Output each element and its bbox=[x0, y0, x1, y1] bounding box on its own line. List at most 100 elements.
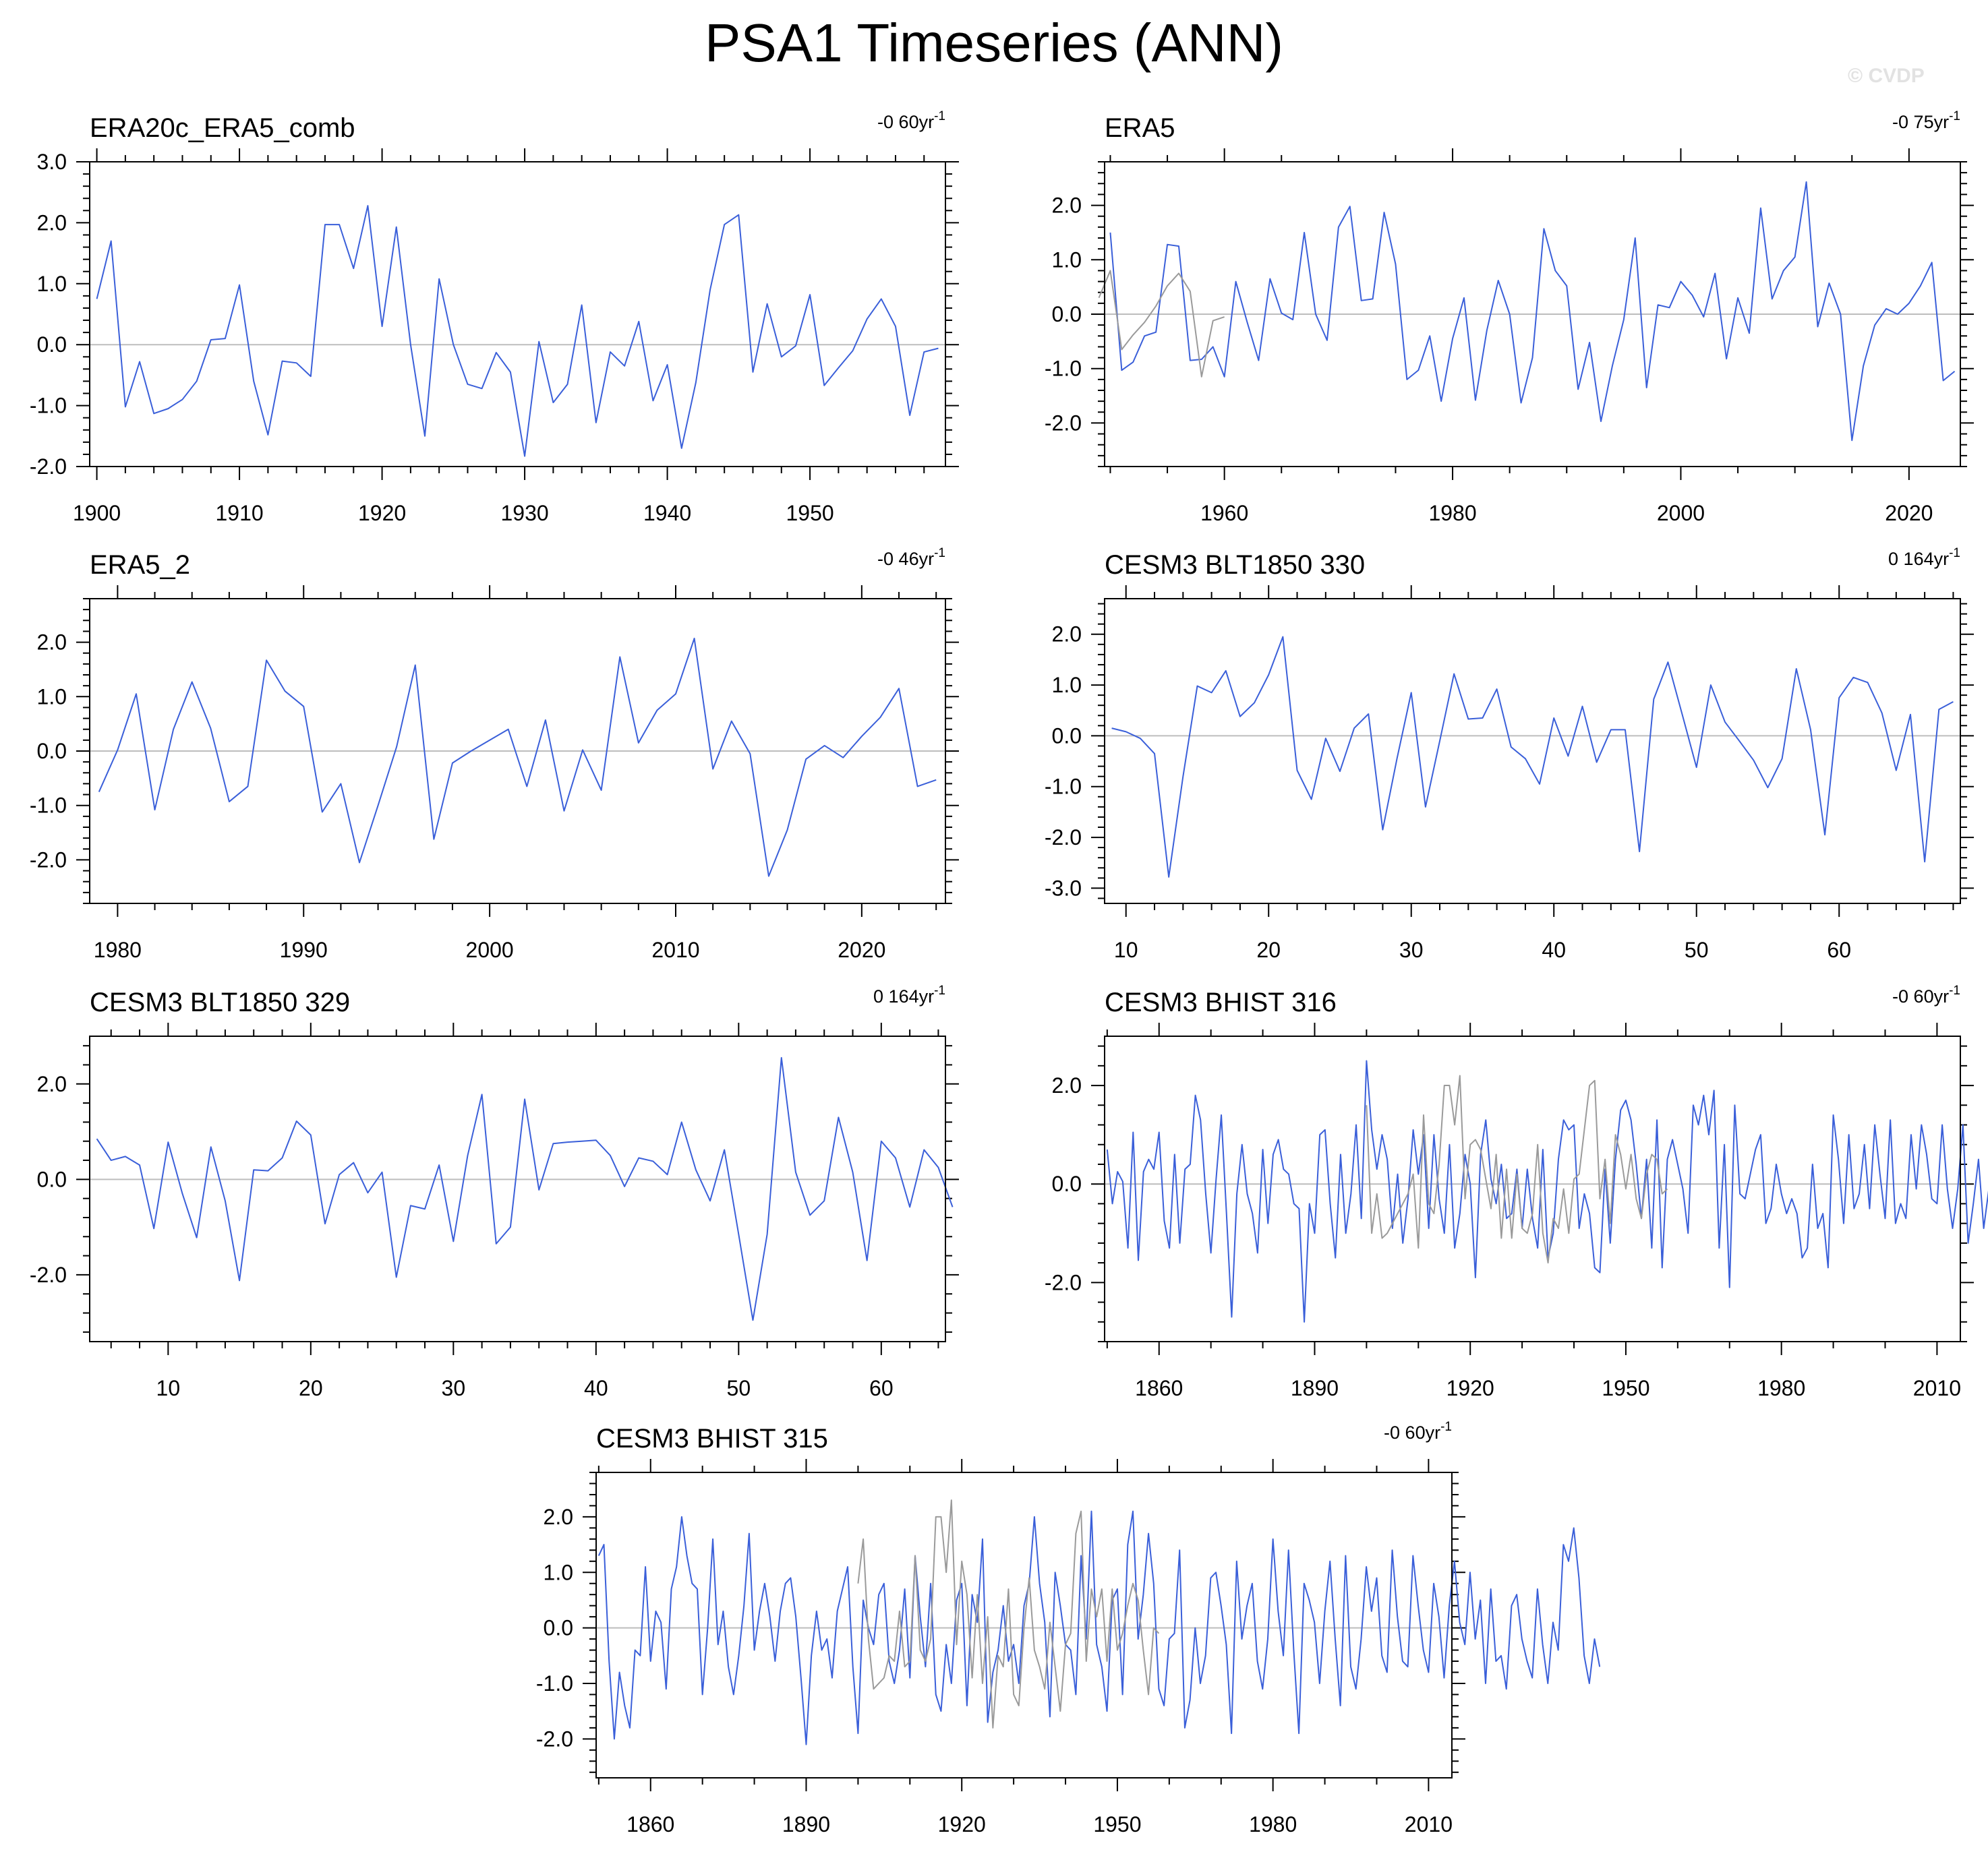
panel-2: -2.0 -1.0 0.0 1.0 2.0 1960 1980 2000 2020 ERA5 -0 … bbox=[1045, 109, 1974, 525]
panel-title: CESM3 BLT1850 330 bbox=[1105, 550, 1365, 580]
x-tick-label: 60 bbox=[869, 1376, 894, 1400]
y-tick-label: 2.0 bbox=[37, 210, 67, 235]
x-tick-label: 20 bbox=[1256, 938, 1281, 962]
trend-exponent: -1 bbox=[934, 546, 945, 560]
trend-label: -0 46yr-1 bbox=[877, 546, 945, 569]
y-tick-label: -2.0 bbox=[1045, 825, 1082, 849]
y-tick-label: 0.0 bbox=[37, 1167, 67, 1191]
trend-value: 0 164yr bbox=[873, 986, 934, 1007]
x-tick-label: 1860 bbox=[1135, 1376, 1183, 1400]
trend-value: -0 46yr bbox=[877, 549, 934, 569]
series-line-main bbox=[597, 1510, 1601, 1745]
y-tick-label: -2.0 bbox=[1045, 1270, 1082, 1294]
y-tick-label: 1.0 bbox=[1052, 247, 1082, 272]
x-tick-label: 1890 bbox=[1291, 1376, 1339, 1400]
series-line-main bbox=[98, 637, 937, 877]
y-tick-label: 1.0 bbox=[37, 272, 67, 296]
x-tick-label: 40 bbox=[584, 1376, 608, 1400]
trend-exponent: -1 bbox=[934, 984, 945, 998]
x-tick-label: 1860 bbox=[626, 1812, 674, 1836]
y-tick-label: -1.0 bbox=[536, 1671, 573, 1696]
x-tick-label: 1950 bbox=[1093, 1812, 1141, 1836]
trend-label: 0 164yr-1 bbox=[1888, 546, 1960, 569]
x-tick-label: 1990 bbox=[280, 938, 328, 962]
y-tick-label: 2.0 bbox=[1052, 622, 1082, 647]
x-tick-label: 1950 bbox=[1602, 1376, 1649, 1400]
x-tick-label: 1920 bbox=[358, 501, 406, 525]
trend-exponent: -1 bbox=[1440, 1420, 1452, 1434]
y-tick-label: 2.0 bbox=[37, 630, 67, 655]
x-tick-label: 2000 bbox=[1657, 501, 1705, 525]
plot-frame bbox=[89, 161, 946, 467]
trend-value: 0 164yr bbox=[1888, 549, 1949, 569]
x-tick-label: 1980 bbox=[1428, 501, 1476, 525]
x-tick-label: 2010 bbox=[651, 938, 699, 962]
series-line-main bbox=[96, 1056, 954, 1321]
trend-label: -0 60yr-1 bbox=[877, 109, 945, 132]
plot-frame bbox=[595, 1472, 1453, 1778]
y-tick-label: 1.0 bbox=[544, 1560, 573, 1584]
y-tick-label: 2.0 bbox=[37, 1072, 67, 1096]
trend-label: 0 164yr-1 bbox=[873, 984, 945, 1007]
x-tick-label: 1980 bbox=[1249, 1812, 1297, 1836]
trend-value: -0 60yr bbox=[1892, 986, 1949, 1007]
y-tick-label: -2.0 bbox=[30, 847, 67, 872]
y-tick-label: 2.0 bbox=[1052, 193, 1082, 218]
y-tick-label: -1.0 bbox=[1045, 357, 1082, 381]
x-tick-label: 10 bbox=[1114, 938, 1138, 962]
x-tick-label: 1890 bbox=[782, 1812, 830, 1836]
x-tick-label: 1930 bbox=[500, 501, 548, 525]
panel-3: -2.0 -1.0 0.0 1.0 2.0 1980 1990 2000 2010 2020 ERA… bbox=[30, 546, 959, 962]
x-tick-label: 2020 bbox=[1885, 501, 1933, 525]
y-tick-label: 0.0 bbox=[37, 332, 67, 357]
panel-7: -2.0 -1.0 0.0 1.0 2.0 1860 1890 1920 1950 1980 201… bbox=[536, 1420, 1601, 1836]
y-tick-label: -2.0 bbox=[30, 1263, 67, 1287]
x-tick-label: 1900 bbox=[73, 501, 121, 525]
trend-label: -0 60yr-1 bbox=[1892, 984, 1960, 1007]
y-tick-label: -2.0 bbox=[536, 1727, 573, 1751]
trend-value: -0 75yr bbox=[1892, 112, 1949, 132]
x-tick-label: 20 bbox=[299, 1376, 323, 1400]
trend-exponent: -1 bbox=[1949, 109, 1960, 123]
x-tick-label: 50 bbox=[727, 1376, 751, 1400]
panel-title: ERA5_2 bbox=[90, 550, 190, 580]
trend-label: -0 60yr-1 bbox=[1384, 1420, 1452, 1443]
x-tick-label: 40 bbox=[1542, 938, 1566, 962]
x-tick-label: 1920 bbox=[938, 1812, 986, 1836]
x-tick-label: 60 bbox=[1827, 938, 1851, 962]
panel-4: -3.0 -2.0 -1.0 0.0 1.0 2.0 10 20 30 40 50 60 CESM3 B… bbox=[1045, 546, 1974, 962]
series-line-main bbox=[1109, 181, 1956, 442]
y-tick-label: 2.0 bbox=[1052, 1073, 1082, 1098]
main-title: PSA1 Timeseries (ANN) bbox=[705, 13, 1283, 73]
trend-label: -0 75yr-1 bbox=[1892, 109, 1960, 132]
panel-title: ERA5 bbox=[1105, 113, 1175, 143]
y-tick-label: 1.0 bbox=[1052, 673, 1082, 697]
x-tick-label: 1980 bbox=[94, 938, 142, 962]
trend-exponent: -1 bbox=[1949, 546, 1960, 560]
trend-exponent: -1 bbox=[934, 109, 945, 123]
plot-frame bbox=[1104, 161, 1961, 467]
panel-1: -2.0 -1.0 0.0 1.0 2.0 3.0 1900 1910 1920 1930 1940… bbox=[30, 109, 959, 525]
y-tick-label: -2.0 bbox=[1045, 411, 1082, 435]
x-tick-label: 1940 bbox=[643, 501, 691, 525]
series-line-secondary bbox=[1098, 270, 1225, 378]
panel-title: CESM3 BHIST 316 bbox=[1105, 988, 1337, 1017]
plot-frame bbox=[89, 598, 946, 904]
y-tick-label: -1.0 bbox=[30, 794, 67, 818]
panel-title: ERA20c_ERA5_comb bbox=[90, 113, 355, 143]
x-tick-label: 2000 bbox=[466, 938, 514, 962]
y-tick-label: 0.0 bbox=[544, 1616, 573, 1640]
x-tick-label: 50 bbox=[1685, 938, 1709, 962]
trend-exponent: -1 bbox=[1949, 984, 1960, 998]
panel-6: -2.0 0.0 2.0 1860 1890 1920 1950 1980 2010 CESM3 … bbox=[1045, 984, 1988, 1400]
x-tick-label: 2010 bbox=[1405, 1812, 1453, 1836]
y-tick-label: -3.0 bbox=[1045, 876, 1082, 900]
x-tick-label: 1980 bbox=[1757, 1376, 1805, 1400]
x-tick-label: 10 bbox=[156, 1376, 181, 1400]
series-line-main bbox=[1106, 1060, 1988, 1323]
y-tick-label: 0.0 bbox=[1052, 1172, 1082, 1196]
plot-frame bbox=[1104, 1036, 1961, 1342]
x-tick-label: 30 bbox=[1399, 938, 1424, 962]
x-tick-label: 1910 bbox=[215, 501, 263, 525]
